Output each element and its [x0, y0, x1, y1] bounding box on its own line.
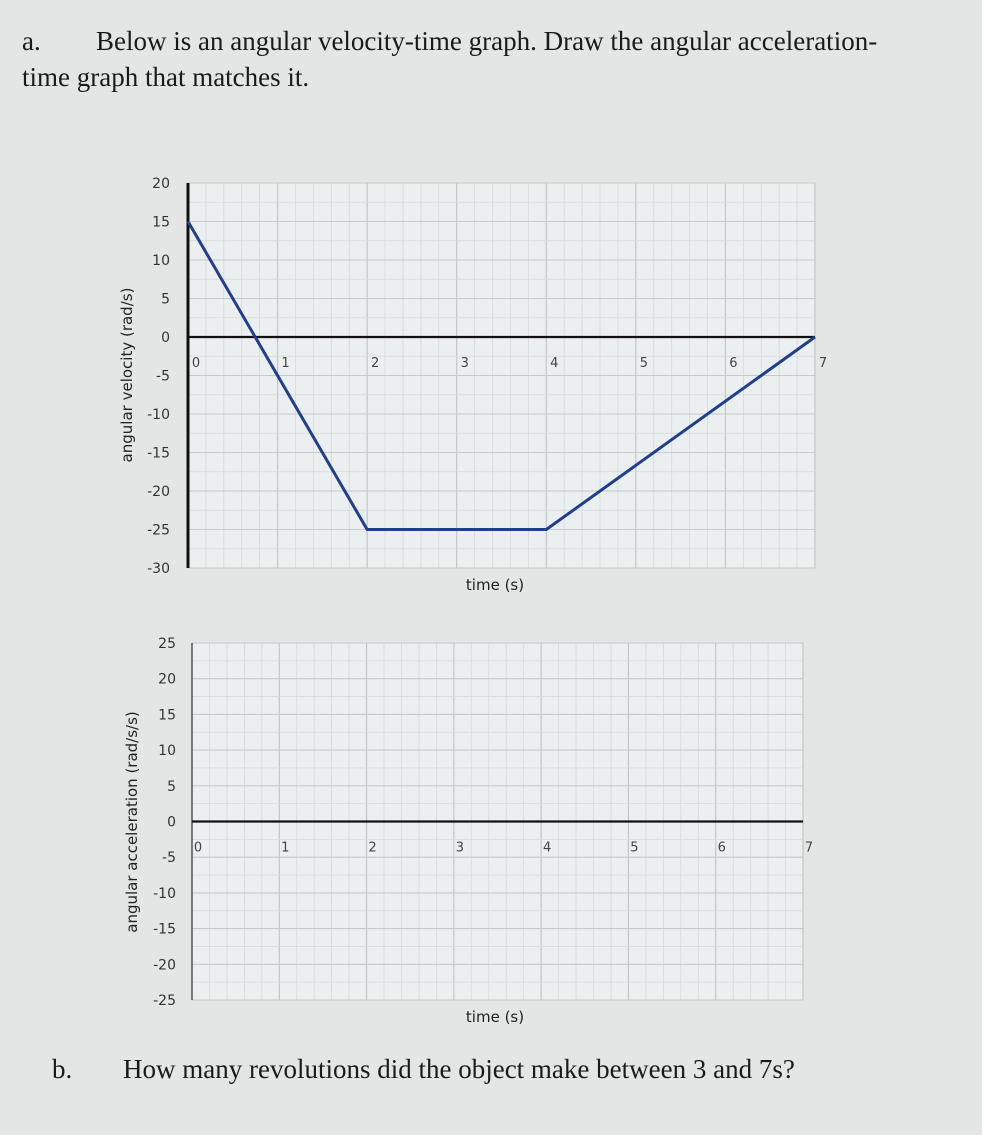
y-tick-label: -20	[147, 484, 170, 500]
y-tick-label: 20	[152, 176, 170, 192]
x-tick-label: 2	[371, 356, 379, 371]
x-tick-label: 7	[805, 841, 813, 856]
y-tick-label: 10	[152, 253, 170, 269]
series-line-0	[186, 220, 816, 531]
y-tick-label: -5	[162, 850, 176, 866]
y-tick-label: 0	[167, 815, 176, 831]
x-tick-label: 6	[729, 356, 737, 371]
question-a-text-line2: time graph that matches it.	[22, 62, 310, 92]
x-tick-label: 0	[192, 356, 200, 371]
y-tick-label: -30	[147, 561, 170, 577]
x-tick-label: 3	[461, 356, 469, 371]
y-tick-label: 25	[158, 636, 176, 652]
y-tick-label: -10	[153, 886, 176, 902]
x-tick-label: 4	[550, 356, 558, 371]
y-tick-label: 20	[158, 672, 176, 688]
y-tick-label: 10	[158, 743, 176, 759]
y-tick-label: -5	[156, 369, 170, 385]
y-tick-label: 5	[161, 292, 170, 308]
x-axis-label: time (s)	[466, 576, 524, 594]
y-tick-label: 5	[167, 779, 176, 795]
y-tick-label: -15	[147, 446, 170, 462]
y-tick-label: -15	[153, 922, 176, 938]
x-tick-label: 5	[630, 841, 638, 856]
y-tick-label: -10	[147, 407, 170, 423]
x-axis-label: time (s)	[466, 1008, 524, 1026]
x-tick-label: 3	[456, 841, 464, 856]
x-tick-label: 7	[819, 356, 827, 371]
x-tick-label: 1	[281, 356, 289, 371]
x-tick-label: 2	[368, 841, 376, 856]
x-tick-label: 1	[281, 841, 289, 856]
y-tick-label: -25	[153, 993, 176, 1009]
question-a-label: a.	[22, 26, 41, 56]
question-a-text-line1: Below is an angular velocity-time graph.…	[96, 26, 878, 56]
x-tick-label: 4	[543, 841, 551, 856]
y-tick-label: 15	[158, 707, 176, 723]
y-tick-label: 0	[161, 330, 170, 346]
x-tick-label: 0	[194, 841, 202, 856]
y-tick-label: -20	[153, 957, 176, 973]
x-tick-label: 6	[718, 841, 726, 856]
question-b-label: b.	[52, 1054, 73, 1084]
y-tick-label: -25	[147, 523, 170, 539]
x-tick-label: 5	[640, 356, 648, 371]
question-b-text: How many revolutions did the object make…	[123, 1054, 795, 1084]
y-axis-label: angular acceleration (rad/s/s)	[123, 711, 141, 933]
y-tick-label: 15	[152, 215, 170, 231]
y-axis-label: angular velocity (rad/s)	[118, 288, 136, 463]
